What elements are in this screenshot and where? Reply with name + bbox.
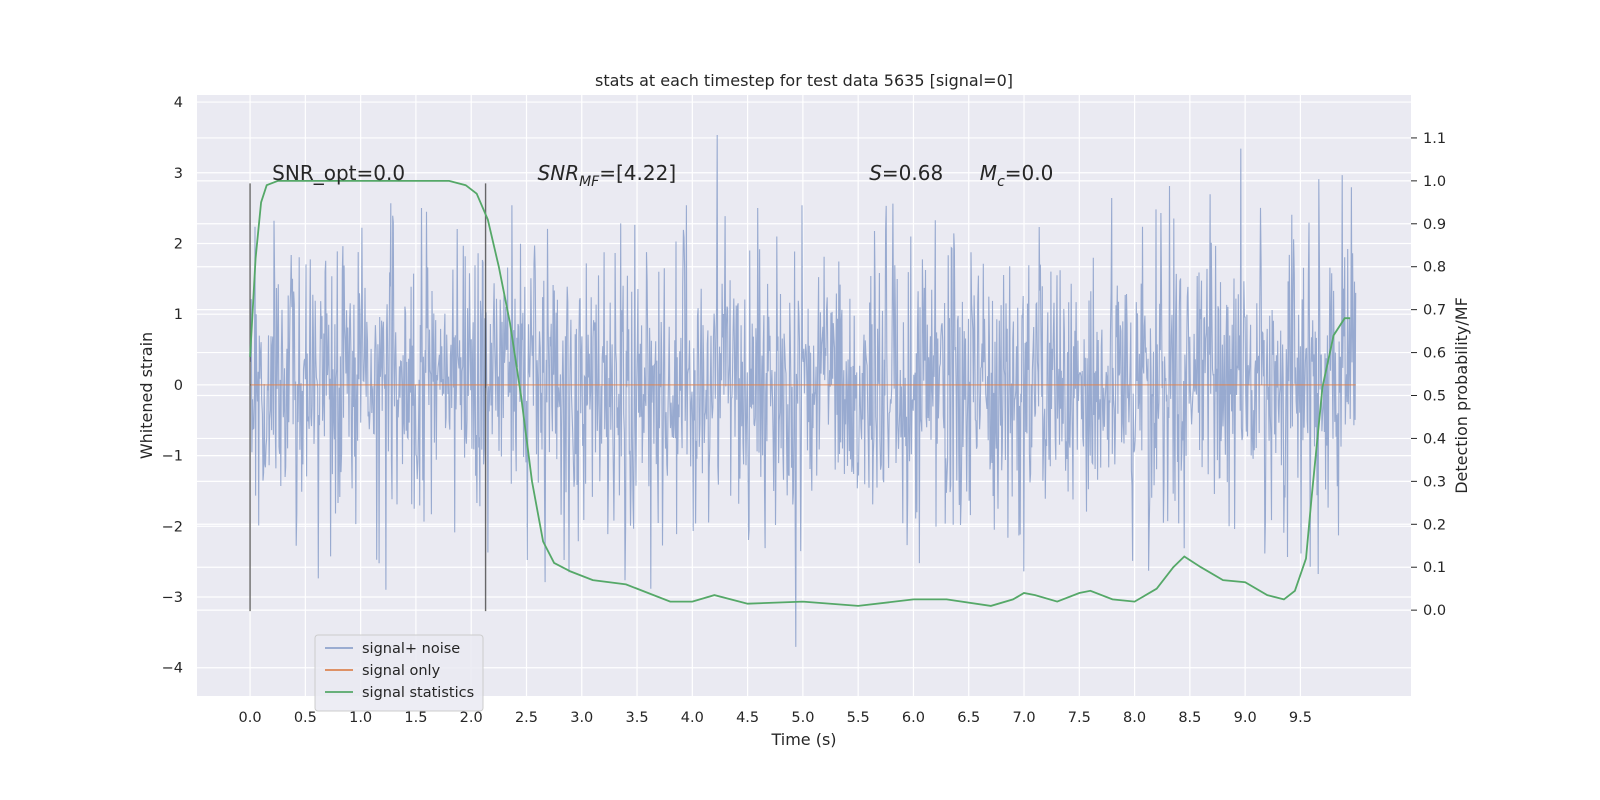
y-right-tick-label: 0.6 (1423, 346, 1446, 362)
y-tick-label: 0 (174, 378, 183, 394)
x-tick-label: 9.0 (1234, 710, 1257, 726)
x-tick-label: 6.5 (957, 710, 980, 726)
x-tick-label: 8.0 (1123, 710, 1146, 726)
x-tick-label: 6.0 (902, 710, 925, 726)
chart-title: stats at each timestep for test data 563… (595, 71, 1013, 90)
y-right-axis-label: Detection probability/MF (1452, 297, 1471, 494)
legend-label-signal-statistics: signal statistics (362, 685, 474, 701)
annotation: SNR_opt=0.0 (272, 161, 405, 185)
y-tick-label: −4 (162, 661, 183, 677)
series-line-signal-plus-noise (249, 134, 1357, 647)
legend-label-signal-only: signal only (362, 663, 441, 679)
x-axis-label: Time (s) (770, 730, 836, 749)
y-tick-label: 2 (174, 236, 183, 252)
y-right-tick-label: 0.8 (1423, 260, 1446, 276)
y-right-tick-label: 0.5 (1423, 389, 1446, 405)
y-right-tick-label: 0.1 (1423, 560, 1446, 576)
series-signal-plus-noise (249, 134, 1357, 647)
series-signal-statistics (249, 179, 1351, 607)
y-tick-label: 3 (174, 166, 183, 182)
y-right-tick-label: 0.0 (1423, 603, 1446, 619)
annotation: S=0.68 (869, 161, 943, 185)
x-tick-label: 2.5 (515, 710, 538, 726)
y-right-tick-label: 1.1 (1423, 131, 1446, 147)
marker-lines (249, 183, 487, 612)
annotations: SNR_opt=0.0 SNRMF=[4.22] S=0.68 Mc=0.0 (272, 161, 1053, 190)
x-tick-label: 1.5 (404, 710, 427, 726)
y-right-tick-label: 0.2 (1423, 517, 1446, 533)
series-line-signal-statistics (249, 179, 1351, 607)
annotation: Mc=0.0 (980, 161, 1054, 190)
y-right-tick-label: 0.7 (1423, 303, 1446, 319)
x-axis-ticks: 0.0 0.5 1.0 1.5 2.0 2.5 3.0 3.5 4.0 4.5 5.0 5.5 6.0 6… (239, 710, 1312, 726)
x-tick-label: 9.5 (1289, 710, 1312, 726)
legend-label-signal-plus-noise: signal+ noise (362, 641, 460, 657)
legend: signal+ noise signal only signal statist… (314, 634, 484, 712)
y-right-tick-label: 0.3 (1423, 474, 1446, 490)
y-tick-label: 4 (174, 95, 183, 111)
y-right-axis-ticks: 1.1 1.0 0.9 0.8 0.7 0.6 0.5 0.4 0.3 0.2 0.1 0.0 (1411, 131, 1446, 619)
y-tick-label: −3 (162, 590, 183, 606)
x-tick-label: 7.0 (1012, 710, 1035, 726)
y-tick-label: 1 (174, 307, 183, 323)
x-tick-label: 4.0 (681, 710, 704, 726)
x-tick-label: 3.5 (626, 710, 649, 726)
y-right-tick-label: 1.0 (1423, 174, 1446, 190)
annotation: SNRMF=[4.22] (538, 161, 677, 190)
x-tick-label: 5.5 (847, 710, 870, 726)
y-axis-label: Whitened strain (137, 332, 156, 459)
x-tick-label: 0.0 (239, 710, 262, 726)
y-tick-label: −1 (162, 449, 183, 465)
x-tick-label: 2.0 (460, 710, 483, 726)
y-tick-label: −2 (162, 519, 183, 535)
x-tick-label: 8.5 (1178, 710, 1201, 726)
x-tick-label: 7.5 (1068, 710, 1091, 726)
x-tick-label: 0.5 (294, 710, 317, 726)
x-tick-label: 5.0 (791, 710, 814, 726)
x-tick-label: 3.0 (570, 710, 593, 726)
x-tick-label: 4.5 (736, 710, 759, 726)
x-tick-label: 1.0 (349, 710, 372, 726)
y-right-tick-label: 0.4 (1423, 431, 1446, 447)
y-axis-ticks: 4 3 2 1 0 −1 −2 −3 −4 (162, 95, 183, 677)
y-right-tick-label: 0.9 (1423, 217, 1446, 233)
legend-box (314, 634, 484, 712)
